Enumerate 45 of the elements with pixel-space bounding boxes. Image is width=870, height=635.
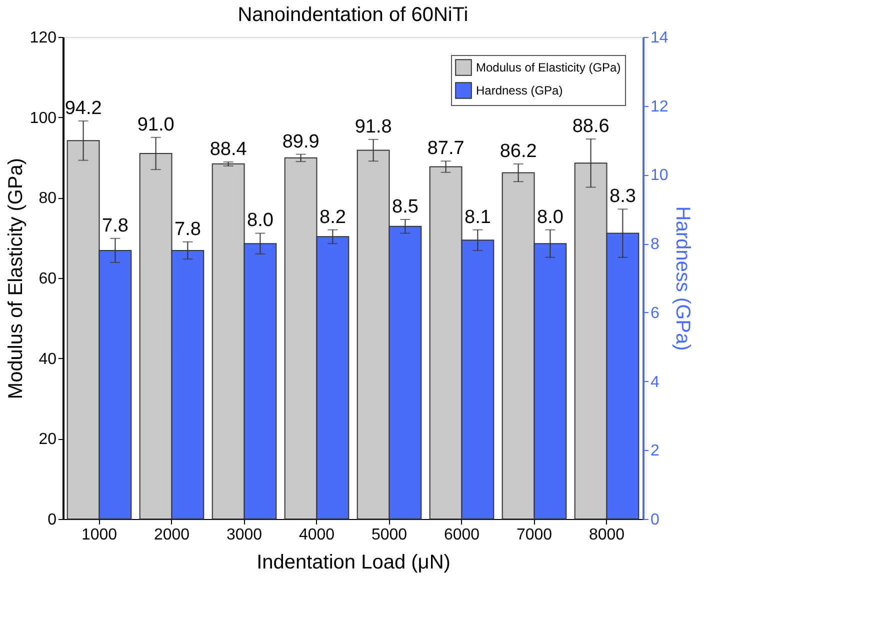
data-label: 8.2 xyxy=(319,206,346,228)
y-axis-title: Modulus of Elasticity (GPa) xyxy=(4,158,27,400)
data-label: 94.2 xyxy=(64,98,102,119)
y-tick-label: 80 xyxy=(38,190,57,208)
x-tick-label: 7000 xyxy=(516,526,552,544)
x-tick-label: 5000 xyxy=(371,526,408,544)
y-tick-label: 100 xyxy=(30,110,57,127)
y-tick-label: 120 xyxy=(30,30,57,46)
data-label: 91.8 xyxy=(354,116,392,138)
data-label: 8.1 xyxy=(464,206,491,228)
x-tick-label: 6000 xyxy=(444,526,480,544)
data-label: 8.3 xyxy=(609,186,636,208)
y2-tick-label: 6 xyxy=(650,304,660,322)
data-label: 88.6 xyxy=(572,116,610,138)
data-label: 91.0 xyxy=(137,114,174,136)
y2-tick-label: 14 xyxy=(650,30,668,46)
data-label: 88.4 xyxy=(210,138,248,160)
x-tick-label: 3000 xyxy=(226,526,262,544)
data-label: 8.0 xyxy=(246,210,274,232)
data-label: 86.2 xyxy=(500,140,537,162)
y2-tick-label: 4 xyxy=(650,374,660,391)
data-label: 87.7 xyxy=(427,138,464,160)
y-tick-label: 0 xyxy=(48,512,57,528)
x-tick-label: 4000 xyxy=(298,526,335,544)
x-tick-label: 1000 xyxy=(81,526,118,544)
x-tick-label: 2000 xyxy=(154,526,190,544)
x-tick-label: 8000 xyxy=(588,526,625,544)
data-label: 89.9 xyxy=(282,131,320,152)
y-tick-label: 40 xyxy=(38,350,57,368)
chart-title: Nanoindentation of 60NiTi xyxy=(238,4,468,26)
x-axis-title: Indentation Load (μN) xyxy=(256,552,450,574)
y2-tick-label: 2 xyxy=(650,442,660,460)
data-label: 7.8 xyxy=(102,215,128,236)
y2-tick-label: 0 xyxy=(650,512,660,528)
data-label: 8.5 xyxy=(392,196,418,218)
y2-tick-label: 12 xyxy=(650,98,668,116)
data-label: 8.0 xyxy=(536,206,564,228)
legend-label: Hardness (GPa) xyxy=(476,84,563,98)
legend-label: Modulus of Elasticity (GPa) xyxy=(476,60,621,74)
y2-axis-title: Hardness (GPa) xyxy=(671,206,694,351)
y-tick-label: 20 xyxy=(38,431,57,448)
y2-tick-label: 8 xyxy=(650,236,660,254)
data-label: 7.8 xyxy=(174,218,201,240)
y-tick-label: 60 xyxy=(38,270,57,288)
y2-tick-label: 10 xyxy=(650,167,668,184)
